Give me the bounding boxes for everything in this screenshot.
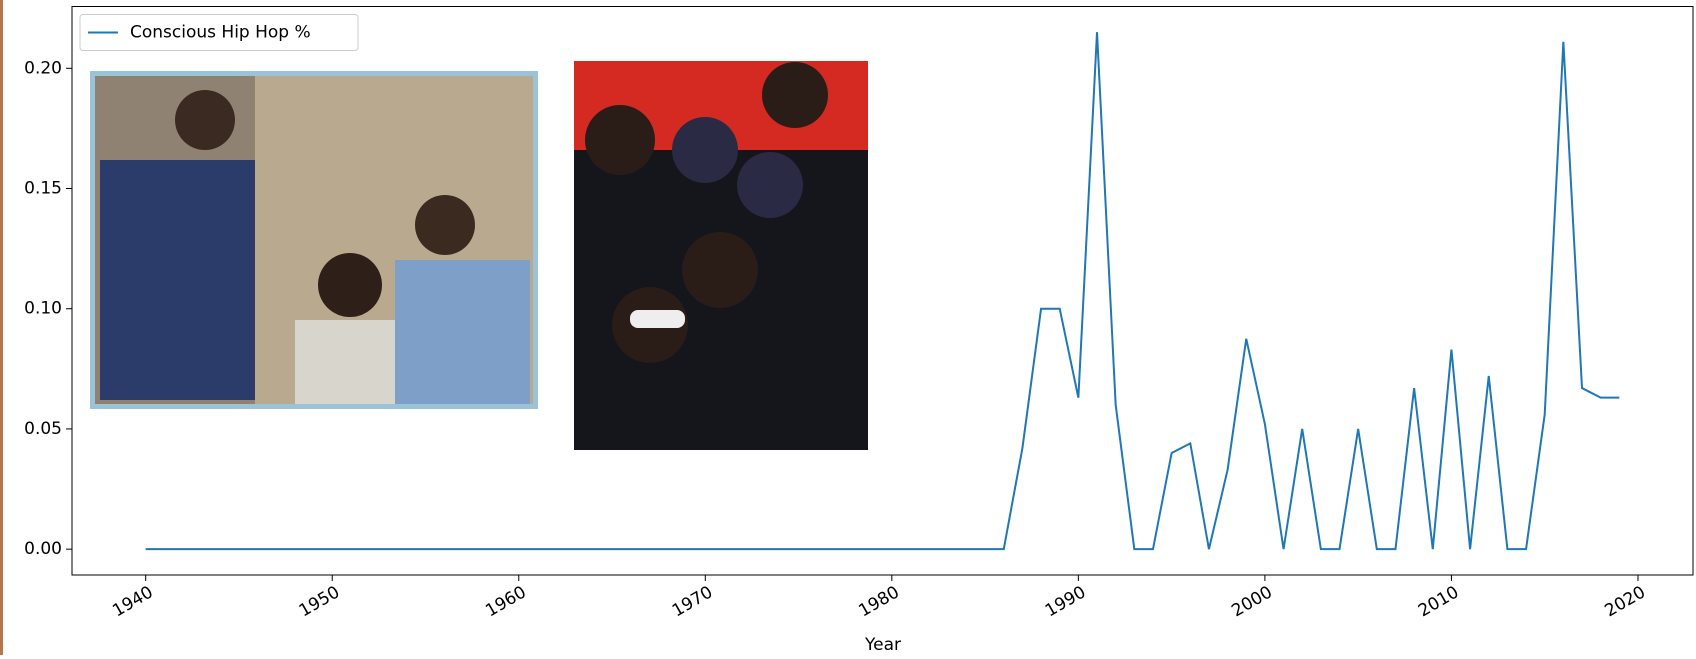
edge-strip <box>0 0 3 655</box>
x-tick-label: 1950 <box>296 582 343 621</box>
axes-frame <box>71 6 1694 576</box>
x-tick-label: 1960 <box>482 582 529 621</box>
x-tick-label: 2000 <box>1228 582 1275 621</box>
photo-right <box>574 61 868 450</box>
photo-left <box>90 71 538 409</box>
legend: Conscious Hip Hop % <box>79 14 359 51</box>
legend-box <box>79 14 359 51</box>
x-tick-label: 1990 <box>1042 582 1089 621</box>
x-axis-label: Year <box>864 635 901 655</box>
x-tick-label: 1970 <box>669 582 716 621</box>
x-tick-label: 2020 <box>1602 582 1649 621</box>
y-tick-label: 0.05 <box>24 419 62 439</box>
x-tick-label: 2010 <box>1415 582 1462 621</box>
line <box>145 32 1620 551</box>
y-tick-label: 0.00 <box>24 539 62 559</box>
y-tick-label: 0.10 <box>24 299 62 319</box>
x-tick-label: 1940 <box>109 582 156 621</box>
y-tick-label: 0.15 <box>24 179 62 199</box>
legend-label: Conscious Hip Hop % <box>130 23 311 43</box>
x-tick-label: 1980 <box>855 582 902 621</box>
y-tick-label: 0.20 <box>24 58 62 78</box>
